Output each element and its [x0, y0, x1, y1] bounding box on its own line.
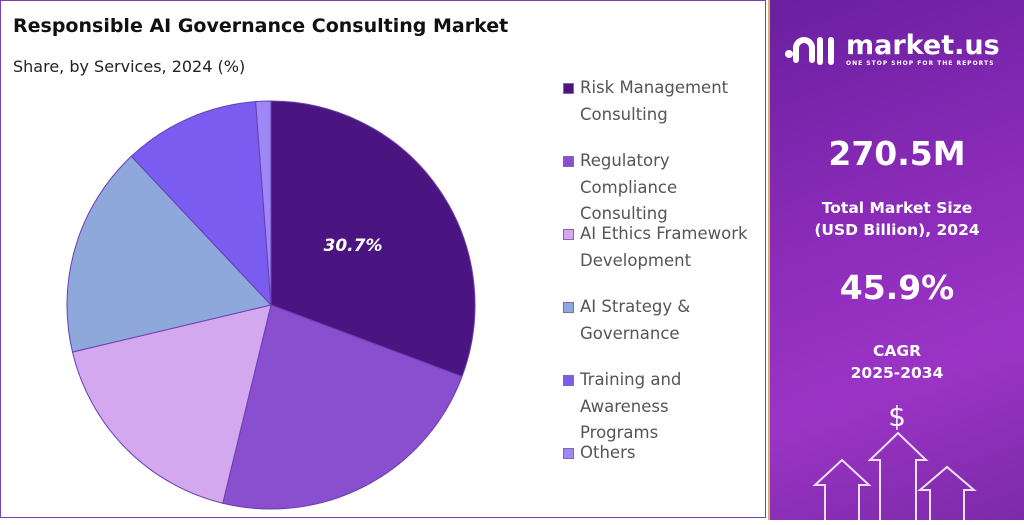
logo-icon [785, 37, 834, 65]
legend-swatch [563, 83, 574, 94]
legend-label: AI Ethics Framework [580, 224, 748, 243]
legend-swatch [563, 156, 574, 167]
legend-swatch [563, 229, 574, 240]
legend-label: Development [580, 250, 692, 270]
pie-slice-5 [255, 100, 272, 306]
legend-item: Regulatory Compliance Consulting [563, 148, 677, 228]
legend-item: AI Ethics Framework Development [563, 221, 748, 274]
legend-label: Consulting [580, 104, 668, 124]
chart-panel: Responsible AI Governance Consulting Mar… [0, 0, 766, 518]
cagr-value: 45.9% [839, 268, 955, 307]
market-size-unit: (USD Billion), 2024 [814, 221, 980, 239]
pie-slice-2 [71, 304, 272, 504]
pie-slice-1 [222, 304, 463, 510]
pie-slice-4 [130, 101, 272, 307]
pie-chart: 30.7% [66, 100, 476, 510]
pie-slice-3 [66, 155, 272, 353]
legend-label: Programs [580, 423, 659, 442]
legend-swatch [563, 302, 574, 313]
brand-name: market.us [846, 30, 1000, 61]
legend-label: Others [580, 443, 636, 462]
legend-item: Risk Management Consulting [563, 75, 728, 128]
market-us-logo: market.us ONE STOP SHOP FOR THE REPORTS [784, 30, 1000, 70]
cagr-label: CAGR [872, 342, 922, 360]
legend-swatch [563, 375, 574, 386]
summary-panel: market.us ONE STOP SHOP FOR THE REPORTS 2… [768, 0, 1024, 525]
cagr-period: 2025-2034 [850, 364, 944, 382]
brand-tagline: ONE STOP SHOP FOR THE REPORTS [846, 60, 995, 67]
legend-label: Training and [580, 370, 682, 389]
legend-label: Consulting [580, 204, 668, 223]
legend-label: Governance [580, 323, 680, 343]
legend-label: Regulatory [580, 151, 670, 170]
legend-label: Compliance [580, 177, 678, 197]
chart-title: Responsible AI Governance Consulting Mar… [13, 15, 509, 37]
growth-arrows-icon [812, 431, 977, 525]
data-label: 30.7% [324, 236, 383, 256]
market-size-value: 270.5M [828, 134, 966, 173]
legend-item: Training and Awareness Programs [563, 367, 681, 447]
pie-slice-0 [270, 100, 476, 378]
legend-item: Others [563, 440, 635, 467]
legend-swatch [563, 448, 574, 459]
market-size-label: Total Market Size [821, 199, 973, 217]
dollar-sign-icon: $ [888, 400, 906, 433]
chart-subtitle: Share, by Services, 2024 (%) [13, 57, 246, 76]
legend-label: AI Strategy & [580, 297, 691, 316]
legend-label: Risk Management [580, 78, 729, 97]
legend-item: AI Strategy & Governance [563, 294, 690, 347]
legend-label: Awareness [580, 396, 669, 416]
